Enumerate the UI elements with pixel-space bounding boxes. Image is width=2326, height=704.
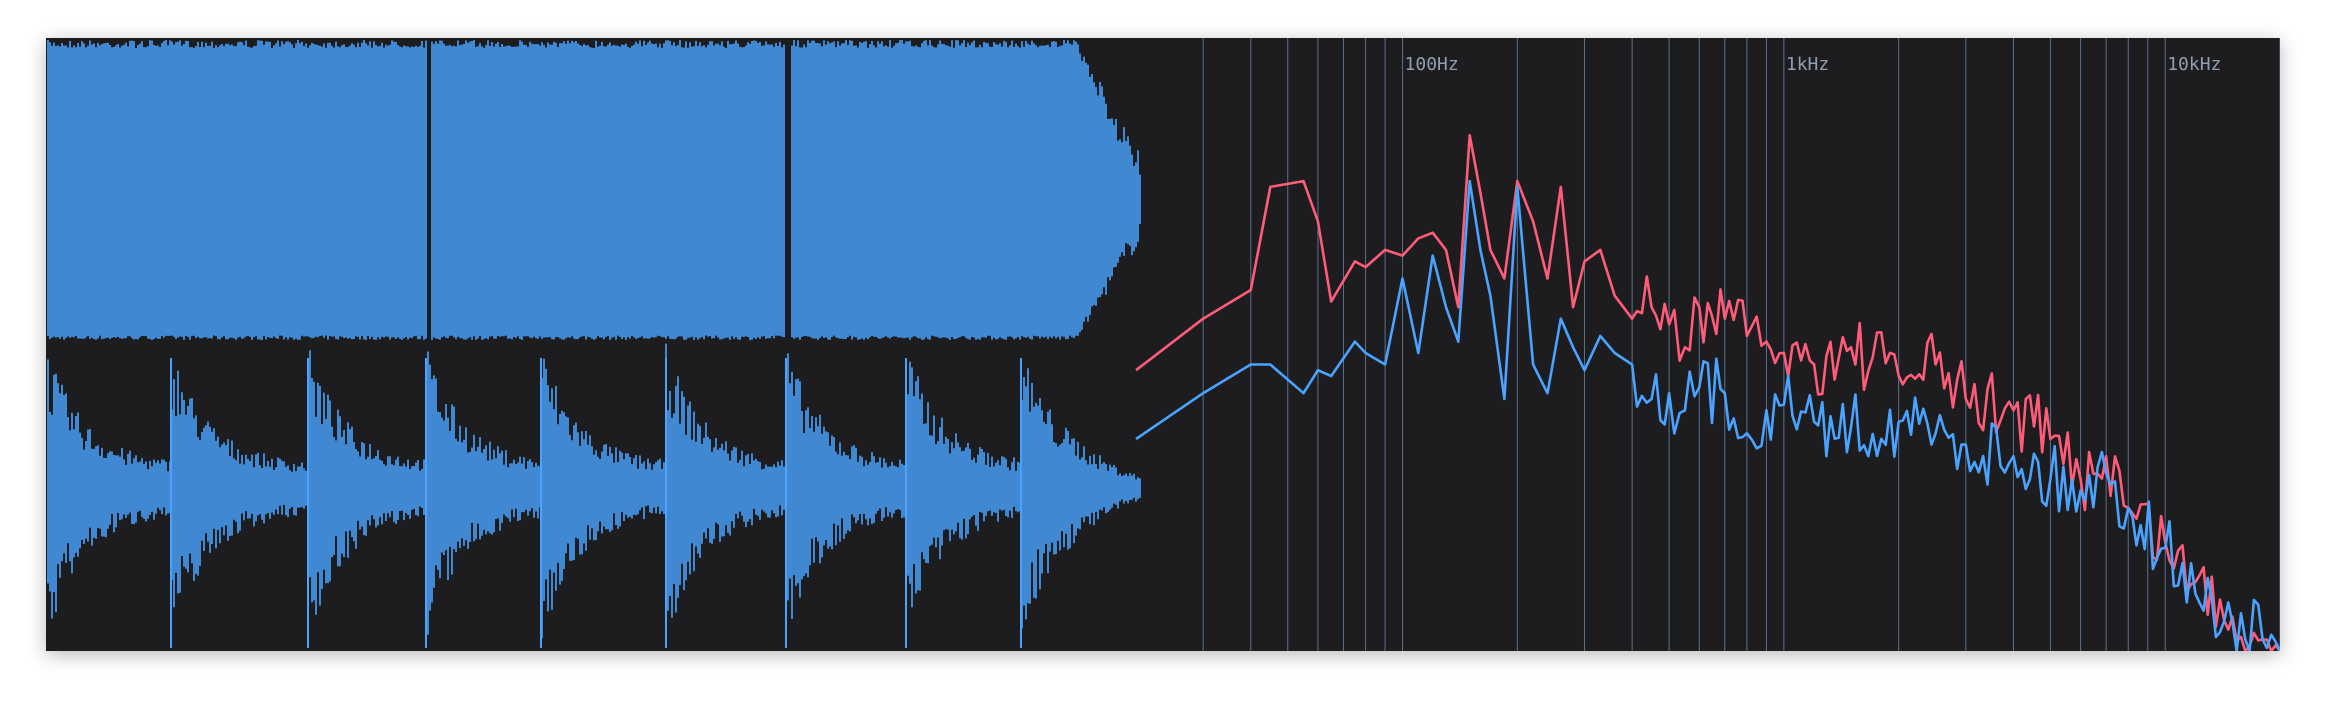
- spectrum-line-red: [1135, 134, 2280, 651]
- freq-label-1khz: 1kHz: [1786, 54, 1829, 75]
- frequency-labels: 100Hz 1kHz 10kHz: [1405, 54, 2222, 75]
- spectrum-line-blue: [1135, 179, 2280, 651]
- audio-visualizer-panel: 100Hz 1kHz 10kHz: [46, 38, 2280, 651]
- visualizer-canvas: 100Hz 1kHz 10kHz: [46, 38, 2280, 651]
- spectrum-display: [1135, 134, 2280, 651]
- waveform-display: [47, 40, 1141, 648]
- panel-background: [46, 38, 2280, 651]
- freq-label-100hz: 100Hz: [1405, 54, 1459, 75]
- freq-label-10khz: 10kHz: [2167, 54, 2221, 75]
- frequency-grid: [1202, 38, 2280, 651]
- waveform-trace: [47, 40, 1141, 340]
